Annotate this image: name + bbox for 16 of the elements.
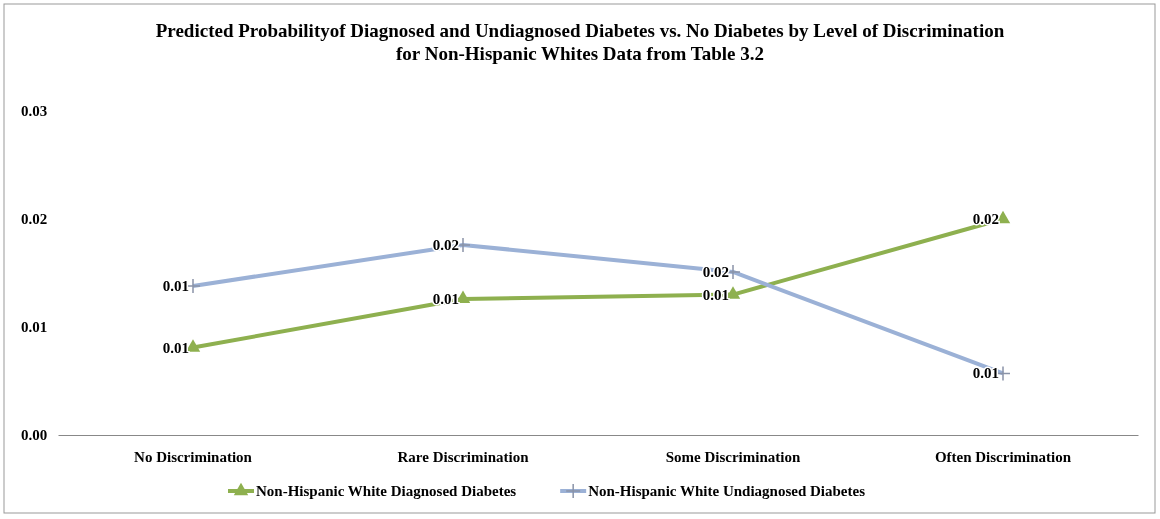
data-label: 0.02 [432,236,459,253]
legend-label: Non-Hispanic White Undiagnosed Diabetes [588,483,866,499]
chart-title: Predicted Probabilityof Diagnosed and Undiagnosed Diabetes vs. No Diabetes by Level of Discrimination for Non-Hispanic Whites Data from Table 3.2 [155,20,1005,64]
y-tick-label: 0.00 [20,427,48,444]
data-label: 0.01 [162,339,189,356]
y-tick-label: 0.02 [20,211,48,228]
x-tick-label: Often Discrimination [934,448,1072,465]
x-tick-label: No Discrimination [134,448,253,465]
legend-label: Non-Hispanic White Diagnosed Diabetes [256,483,517,499]
data-label: 0.02 [702,263,729,280]
data-label: 0.01 [972,365,999,382]
y-tick-label: 0.03 [20,103,48,120]
x-tick-label: Rare Discrimination [397,448,530,465]
data-label: 0.01 [162,277,189,294]
x-tick-label: Some Discrimination [665,448,801,465]
y-tick-label: 0.01 [20,319,48,336]
